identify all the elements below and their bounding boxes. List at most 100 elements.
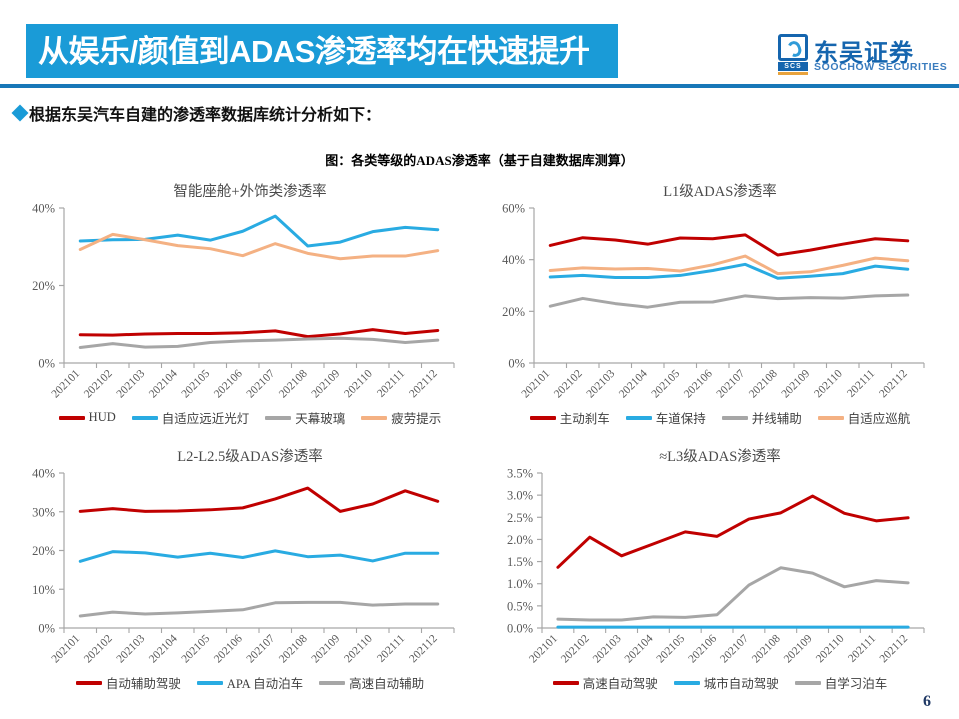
y-axis-tick-label: 2.5% (507, 511, 533, 525)
soochow-securities-logo: SCS 东吴证券 SOOCHOW SECURITIES (778, 33, 947, 77)
legend-item[interactable]: 高速自动辅助 (319, 673, 424, 692)
x-axis-tick-label: 202102 (559, 632, 592, 665)
legend-label: 高速自动驾驶 (582, 677, 658, 691)
legend-swatch (196, 680, 223, 685)
series-line (78, 336, 440, 349)
x-axis-tick-label: 202108 (747, 367, 780, 400)
x-axis-tick-label: 202112 (877, 367, 910, 400)
legend-item[interactable]: 高速自动驾驶 (552, 673, 658, 692)
legend-label: HUD (88, 410, 116, 424)
x-axis-tick-label: 202110 (812, 367, 845, 400)
chart-plot-area: 0% 20% 40% 60% 202101 202102 202103 202104 20210… (490, 202, 934, 421)
x-axis-tick-label: 202111 (375, 632, 407, 664)
legend-label: 高速自动辅助 (349, 677, 425, 691)
legend-item[interactable]: APA 自动泊车 (196, 673, 304, 692)
series-line (78, 328, 440, 339)
y-axis-tick-label: 20% (502, 305, 525, 319)
legend-item[interactable]: 自适应巡航 (817, 408, 911, 427)
logo-mark-icon (778, 34, 808, 61)
y-axis-tick-label: 0.0% (507, 622, 533, 636)
chart-svg: 0%10%20%30%40%202101 202102 202103 202104 20… (32, 467, 455, 666)
y-axis-tick-label: 40% (32, 202, 55, 216)
legend-item[interactable]: 城市自动驾驶 (673, 673, 779, 692)
legend-label: 天幕玻璃 (295, 412, 346, 426)
x-axis-tick-label: 202107 (244, 367, 277, 400)
logo-scs-badge: SCS (778, 62, 808, 71)
chart-title: L2-L2.5级ADAS渗透率 (177, 449, 323, 465)
x-axis-tick-label: 202109 (782, 632, 815, 665)
y-axis-tick-label: 0% (38, 357, 55, 371)
legend-item[interactable]: 并线辅助 (721, 408, 802, 427)
bullet-row: 根据东吴汽车自建的渗透率数据库统计分析如下： (11, 101, 382, 125)
x-axis-tick-label: 202105 (179, 367, 212, 400)
x-axis-tick-label: 202104 (147, 632, 180, 665)
x-axis-tick-label: 202101 (49, 632, 82, 665)
y-axis-tick-label: 1.0% (507, 577, 533, 591)
x-axis-tick-label: 202110 (342, 367, 375, 400)
page-title: 从娱乐/颜值到ADAS渗透率均在快速提升 (38, 34, 590, 69)
legend-item[interactable]: HUD (58, 410, 116, 425)
bullet-text: 根据东吴汽车自建的渗透率数据库统计分析如下： (29, 107, 382, 124)
series-line (78, 214, 440, 248)
x-axis-tick-label: 202109 (309, 367, 342, 400)
legend-swatch (794, 680, 821, 685)
x-axis-tick-label: 202107 (718, 632, 751, 665)
legend-item[interactable]: 疲劳提示 (361, 408, 441, 427)
y-axis-tick-label: 20% (32, 279, 55, 293)
x-axis-tick-label: 202102 (82, 367, 115, 400)
series-line (78, 232, 440, 261)
legend-item[interactable]: 天幕玻璃 (265, 408, 345, 427)
y-axis-tick-label: 3.5% (507, 467, 533, 481)
x-axis-tick-label: 202101 (49, 367, 82, 400)
x-axis-tick-label: 202108 (277, 632, 310, 665)
chart-panel-l2: L2-L2.5级ADAS渗透率 0% 10% 20% 30% 40% 202101 2021… (20, 445, 480, 700)
y-axis-tick-label: 2.0% (507, 533, 533, 547)
legend-label: 车道保持 (655, 412, 706, 426)
header-band (26, 24, 618, 78)
x-axis-tick-label: 202112 (878, 632, 911, 665)
legend-label: 自动辅助驾驶 (105, 677, 181, 691)
legend-swatch (529, 415, 556, 420)
legend-swatch (361, 415, 388, 420)
legend-item[interactable]: 自适应远近光灯 (131, 408, 250, 427)
legend-item[interactable]: 主动刹车 (529, 408, 610, 427)
legend-label: 城市自动驾驶 (703, 677, 779, 691)
series-line (78, 549, 440, 563)
logo-company-en: SOOCHOW SECURITIES (814, 61, 948, 73)
legend-swatch (265, 415, 292, 420)
x-axis-tick-label: 202109 (779, 367, 812, 400)
legend-swatch (817, 415, 844, 420)
chart-title: 智能座舱+外饰类渗透率 (173, 184, 327, 200)
chart-panel-l3: ≈L3级ADAS渗透率 0.0% 0.5% 1.0% 1.5% 2.0% 2.5% 3.0%… (490, 445, 950, 700)
figure-caption: 图：各类等级的ADAS渗透率（基于自建数据库测算） (325, 153, 634, 168)
chart-plot-area: 0% 20% 40% 202101 202102 202103 202104 202105 20… (20, 202, 464, 421)
legend-label: 自适应巡航 (847, 412, 911, 426)
y-axis-tick-label: 30% (32, 505, 55, 519)
chart-plot-area: 0.0% 0.5% 1.0% 1.5% 2.0% 2.5% 3.0% 3.5% 202101 20… (490, 467, 934, 686)
legend-swatch (131, 415, 158, 420)
y-axis-tick-label: 10% (32, 583, 55, 597)
series-line (548, 233, 910, 257)
y-axis-tick-label: 60% (502, 202, 525, 216)
x-axis-tick-label: 202106 (212, 632, 245, 665)
chart-plot-area: 0% 10% 20% 30% 40% 202101 202102 202103 202104 20… (20, 467, 464, 686)
x-axis-tick-label: 202111 (375, 367, 407, 399)
legend-item[interactable]: 自学习泊车 (794, 673, 887, 692)
x-axis-tick-label: 202105 (179, 632, 212, 665)
legend-label: APA 自动泊车 (226, 677, 304, 691)
legend-label: 自适应远近光灯 (161, 412, 250, 426)
x-axis-tick-label: 202112 (407, 367, 440, 400)
x-axis-tick-label: 202103 (584, 367, 617, 400)
x-axis-tick-label: 202106 (212, 367, 245, 400)
chart-legend: HUD 自适应远近光灯 天幕玻璃 疲劳提示 (20, 408, 480, 427)
legend-swatch (58, 415, 85, 420)
series-line (548, 254, 910, 276)
legend-swatch (625, 415, 652, 420)
x-axis-tick-label: 202108 (750, 632, 783, 665)
legend-item[interactable]: 自动辅助驾驶 (75, 673, 181, 692)
legend-label: 疲劳提示 (391, 412, 442, 426)
legend-item[interactable]: 车道保持 (625, 408, 706, 427)
legend-swatch (75, 680, 102, 685)
legend-swatch (673, 680, 700, 685)
y-axis-tick-label: 3.0% (507, 489, 533, 503)
